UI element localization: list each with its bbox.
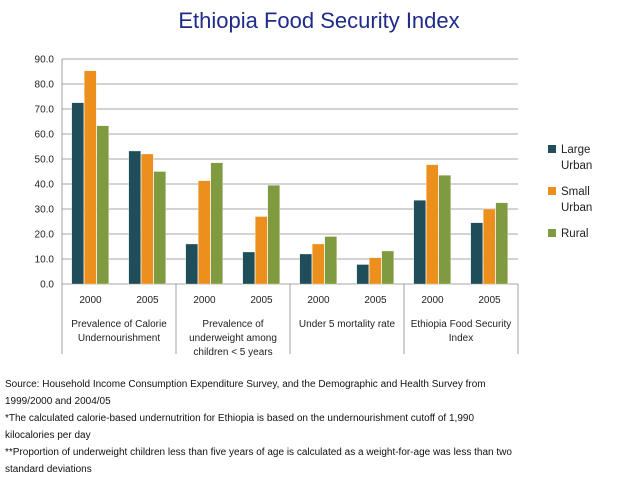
legend-label: Urban [561,160,592,172]
group-label: underweight among [189,333,277,344]
bar [71,102,84,285]
bar [369,257,382,285]
legend-swatch [548,145,556,153]
legend-label: Rural [561,228,588,240]
source-line: Source: Household Income Consumption Exp… [5,379,486,390]
y-tick-label: 80.0 [35,80,55,91]
x-tick-label: 2000 [421,295,444,306]
x-tick-label: 2005 [478,295,501,306]
bar [128,150,141,285]
bar [356,264,369,285]
bar [198,180,211,285]
x-tick-label: 2000 [193,295,216,306]
legend-swatch [548,187,556,195]
y-tick-label: 30.0 [35,205,55,216]
x-tick-label: 2000 [307,295,330,306]
bar [483,208,496,285]
bar [312,243,325,285]
bar [470,222,483,285]
source-line: 1999/2000 and 2004/05 [5,396,111,407]
group-label: children < 5 years [193,347,272,358]
bar [96,125,109,285]
y-tick-label: 50.0 [35,155,55,166]
footnote-line: *The calculated calorie-based undernutri… [5,413,475,424]
legend-label: Small [561,186,590,198]
group-label: Under 5 mortality rate [299,319,396,330]
bar [267,185,280,285]
bar [242,251,255,285]
footnote-line: standard deviations [5,464,92,475]
y-tick-label: 0.0 [40,280,54,291]
group-label: Prevalence of Calorie [71,319,167,330]
bar [153,171,166,285]
bar [185,243,198,285]
y-tick-label: 60.0 [35,130,55,141]
legend-label: Large [561,144,590,156]
group-label: Index [449,333,473,344]
bar-chart: 0.0 10.0 20.0 30.0 40.0 50.0 60.0 70.0 80.0 90.0 2… [35,55,593,359]
y-tick-label: 70.0 [35,105,55,116]
bar [495,202,508,285]
bar [324,236,337,285]
bar [299,253,312,285]
group-label: Undernourishment [78,333,160,344]
bar [84,70,97,285]
bar [141,153,154,285]
y-tick-label: 90.0 [35,55,55,66]
bar [413,200,426,285]
bar [426,164,439,285]
x-tick-label: 2000 [79,295,102,306]
group-label: Ethiopia Food Security [411,319,512,330]
group-label: Prevalence of [202,319,263,330]
bar [381,250,394,285]
x-tick-label: 2005 [364,295,387,306]
bar [255,216,268,285]
y-tick-label: 10.0 [35,255,55,266]
y-tick-label: 20.0 [35,230,55,241]
legend-label: Urban [561,202,592,214]
bar [438,175,451,285]
x-tick-label: 2005 [250,295,273,306]
bar [210,162,223,285]
chart-title: Ethiopia Food Security Index [178,8,460,33]
source-notes: Source: Household Income Consumption Exp… [5,376,633,478]
x-tick-label: 2005 [136,295,159,306]
footnote-line: **Proportion of underweight children les… [5,447,512,458]
footnote-line: kilocalories per day [5,430,91,441]
y-tick-label: 40.0 [35,180,55,191]
legend-swatch [548,229,556,237]
